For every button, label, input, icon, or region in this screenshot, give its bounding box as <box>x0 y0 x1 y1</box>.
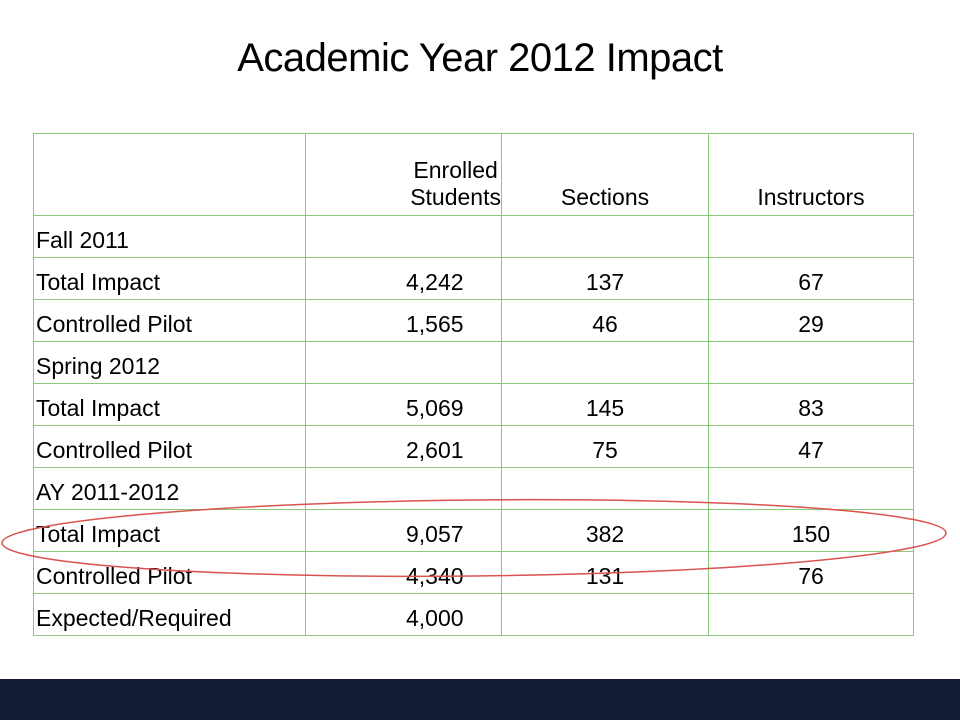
students-cell: 4,242 <box>305 257 502 300</box>
row-label: Fall 2011 <box>33 215 306 258</box>
header-instructors: Instructors <box>708 133 914 216</box>
sections-cell: 382 <box>501 509 709 552</box>
table-header-row: Enrolled Students Sections Instructors <box>33 133 914 216</box>
header-enrolled-line2: Students <box>410 184 501 211</box>
students-cell <box>305 467 502 510</box>
table-row: Spring 2012 <box>33 341 914 384</box>
sections-cell: 137 <box>501 257 709 300</box>
instructors-cell: 76 <box>708 551 914 594</box>
sections-cell: 145 <box>501 383 709 426</box>
instructors-cell <box>708 593 914 636</box>
table-row: AY 2011-2012 <box>33 467 914 510</box>
instructors-cell <box>708 215 914 258</box>
table-row: Expected/Required 4,000 <box>33 593 914 636</box>
students-cell: 1,565 <box>305 299 502 342</box>
row-label: Controlled Pilot <box>33 551 306 594</box>
instructors-cell: 67 <box>708 257 914 300</box>
table-row: Total Impact 5,069 145 83 <box>33 383 914 426</box>
row-label: Total Impact <box>33 257 306 300</box>
row-label: AY 2011-2012 <box>33 467 306 510</box>
row-label: Expected/Required <box>33 593 306 636</box>
sections-cell: 75 <box>501 425 709 468</box>
row-label: Controlled Pilot <box>33 425 306 468</box>
sections-cell <box>501 593 709 636</box>
table-row: Total Impact 4,242 137 67 <box>33 257 914 300</box>
instructors-cell <box>708 467 914 510</box>
sections-cell <box>501 467 709 510</box>
slide-title: Academic Year 2012 Impact <box>237 36 723 80</box>
instructors-cell: 29 <box>708 299 914 342</box>
table-row: Controlled Pilot 2,601 75 47 <box>33 425 914 468</box>
header-enrolled-students: Enrolled Students <box>305 133 502 216</box>
students-cell: 2,601 <box>305 425 502 468</box>
students-cell <box>305 215 502 258</box>
header-blank-cell <box>33 133 306 216</box>
instructors-cell: 150 <box>708 509 914 552</box>
impact-table: Enrolled Students Sections Instructors F… <box>33 133 914 636</box>
row-label: Spring 2012 <box>33 341 306 384</box>
instructors-cell <box>708 341 914 384</box>
students-cell <box>305 341 502 384</box>
instructors-cell: 47 <box>708 425 914 468</box>
table-row: Controlled Pilot 1,565 46 29 <box>33 299 914 342</box>
row-label: Total Impact <box>33 509 306 552</box>
table-row: Controlled Pilot 4,340 131 76 <box>33 551 914 594</box>
header-sections: Sections <box>501 133 709 216</box>
students-cell: 4,340 <box>305 551 502 594</box>
sections-cell: 131 <box>501 551 709 594</box>
footer-bar <box>0 679 960 720</box>
students-cell: 9,057 <box>305 509 502 552</box>
students-cell: 4,000 <box>305 593 502 636</box>
instructors-cell: 83 <box>708 383 914 426</box>
sections-cell <box>501 341 709 384</box>
table-row: Fall 2011 <box>33 215 914 258</box>
sections-cell <box>501 215 709 258</box>
students-cell: 5,069 <box>305 383 502 426</box>
row-label: Controlled Pilot <box>33 299 306 342</box>
row-label: Total Impact <box>33 383 306 426</box>
sections-cell: 46 <box>501 299 709 342</box>
table-row: Total Impact 9,057 382 150 <box>33 509 914 552</box>
header-enrolled-line1: Enrolled <box>413 156 498 183</box>
